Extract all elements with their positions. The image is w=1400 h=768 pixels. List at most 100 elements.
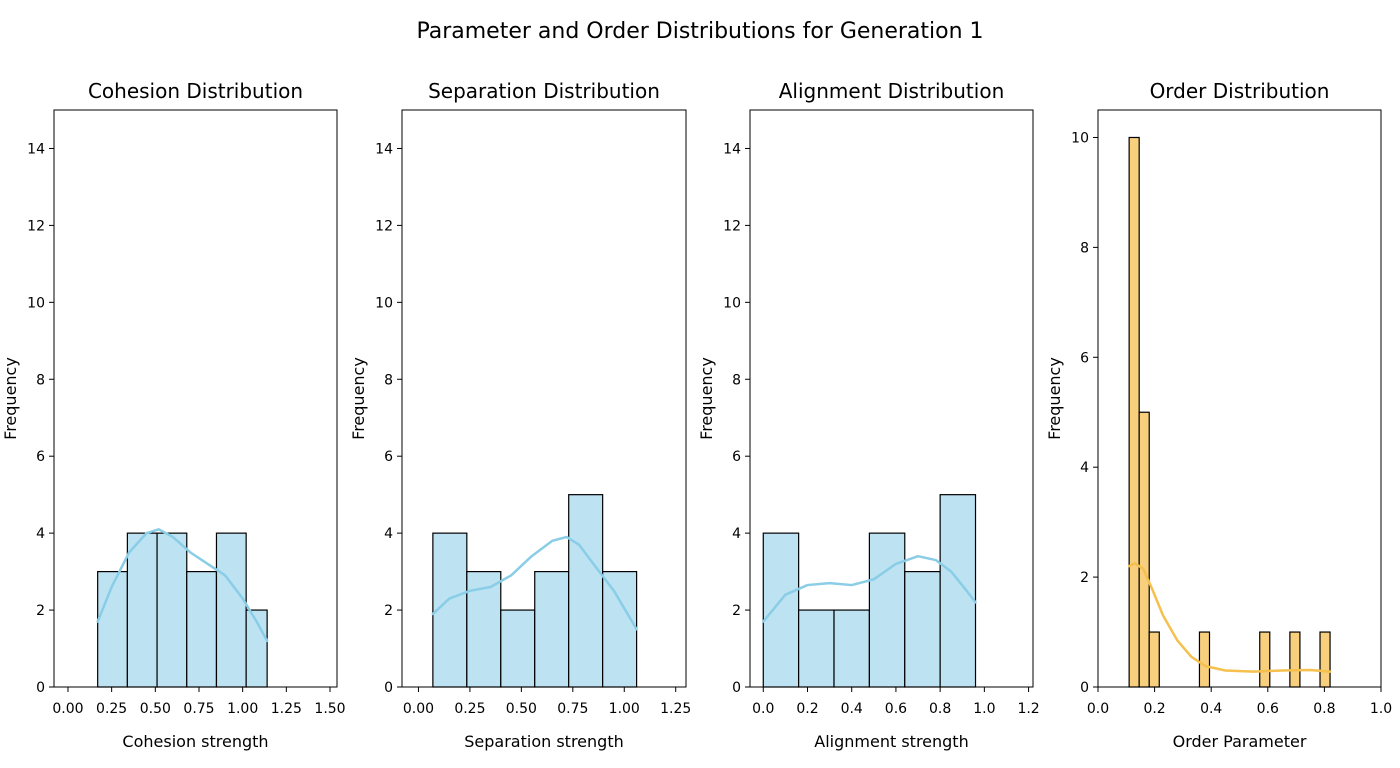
cohesion-histogram-bar — [126, 532, 158, 688]
alignment-y-tick-label: 8 — [732, 372, 741, 388]
cohesion-panel-title: Cohesion Distribution — [88, 79, 303, 103]
cohesion-x-tick-label: 1.50 — [314, 701, 345, 717]
cohesion-kde-line — [96, 528, 269, 643]
cohesion-histogram-bar — [186, 570, 218, 688]
cohesion-x-tick-label: 0.75 — [183, 701, 214, 717]
cohesion-y-tick-label: 12 — [27, 218, 45, 234]
alignment-axes-frame — [749, 109, 1034, 688]
separation-y-tick-label: 12 — [375, 218, 393, 234]
cohesion-x-axis-label: Cohesion strength — [122, 732, 268, 751]
order-kde-line — [1127, 562, 1332, 673]
alignment-y-tick-label: 6 — [732, 449, 741, 465]
figure-title: Parameter and Order Distributions for Ge… — [416, 19, 983, 44]
order-x-tick-label: 0.2 — [1143, 701, 1165, 717]
separation-y-tick-label: 10 — [375, 295, 393, 311]
separation-y-tick-label: 14 — [375, 141, 393, 157]
order-histogram-bar — [1138, 411, 1150, 688]
cohesion-y-tick-label: 2 — [36, 603, 45, 619]
order-y-tick-label: 4 — [1080, 460, 1089, 476]
alignment-histogram-bar — [762, 532, 800, 688]
alignment-y-tick-label: 4 — [732, 526, 741, 542]
cohesion-x-tick-label: 1.25 — [271, 701, 302, 717]
order-y-tick-label: 0 — [1080, 680, 1089, 696]
alignment-x-tick-label: 0.2 — [796, 701, 818, 717]
alignment-panel-title: Alignment Distribution — [779, 79, 1005, 103]
order-x-tick-label: 0.4 — [1200, 701, 1222, 717]
cohesion-y-tick-label: 8 — [36, 372, 45, 388]
alignment-x-tick-label: 0.6 — [885, 701, 907, 717]
cohesion-histogram-bar — [156, 532, 188, 688]
alignment-histogram-bar — [833, 609, 870, 688]
alignment-y-axis-label: Frequency — [697, 357, 716, 440]
alignment-histogram-bar — [904, 570, 941, 688]
alignment-kde-line — [762, 554, 977, 623]
alignment-histogram-bar — [798, 609, 835, 688]
separation-x-tick-label: 1.25 — [660, 701, 691, 717]
cohesion-axes-frame — [53, 109, 338, 688]
separation-y-tick-label: 4 — [384, 526, 393, 542]
separation-x-tick-label: 0.25 — [454, 701, 485, 717]
cohesion-histogram-bar — [215, 532, 247, 688]
separation-y-tick-label: 2 — [384, 603, 393, 619]
alignment-y-tick-label: 0 — [732, 680, 741, 696]
order-x-tick-label: 0.6 — [1257, 701, 1279, 717]
alignment-y-tick-label: 10 — [723, 295, 741, 311]
order-histogram-bar — [1198, 631, 1211, 688]
cohesion-panel: Cohesion Distribution Cohesion strength … — [1, 79, 346, 751]
alignment-panel: Alignment Distribution Alignment strengt… — [697, 79, 1040, 751]
order-x-axis-label: Order Parameter — [1173, 732, 1307, 751]
order-panel: Order Distribution Order Parameter Frequ… — [1045, 79, 1392, 751]
cohesion-y-axis-label: Frequency — [1, 357, 20, 440]
cohesion-y-tick-label: 0 — [36, 680, 45, 696]
separation-y-tick-label: 0 — [384, 680, 393, 696]
alignment-histogram-bar — [868, 532, 906, 688]
order-histogram-bar — [1319, 631, 1331, 688]
order-histogram-bar — [1128, 136, 1140, 688]
separation-x-tick-label: 1.00 — [609, 701, 640, 717]
separation-x-tick-label: 0.50 — [506, 701, 537, 717]
separation-x-tick-label: 0.75 — [557, 701, 588, 717]
alignment-y-tick-label: 12 — [723, 218, 741, 234]
alignment-x-tick-label: 0.0 — [752, 701, 774, 717]
order-x-tick-label: 1.0 — [1370, 701, 1392, 717]
order-histogram-bar — [1148, 631, 1160, 688]
cohesion-histogram-bar — [97, 570, 128, 688]
alignment-x-tick-label: 1.0 — [973, 701, 995, 717]
order-panel-title: Order Distribution — [1150, 79, 1330, 103]
cohesion-x-tick-label: 0.50 — [140, 701, 171, 717]
alignment-x-tick-label: 0.4 — [841, 701, 863, 717]
separation-x-axis-label: Separation strength — [464, 732, 623, 751]
order-y-axis-label: Frequency — [1045, 357, 1064, 440]
order-histogram-bar — [1259, 631, 1271, 688]
cohesion-x-tick-label: 0.00 — [52, 701, 83, 717]
alignment-y-tick-label: 2 — [732, 603, 741, 619]
order-y-tick-label: 8 — [1080, 240, 1089, 256]
alignment-x-axis-label: Alignment strength — [814, 732, 968, 751]
separation-histogram-bar — [568, 494, 604, 688]
separation-histogram-bar — [534, 570, 570, 688]
cohesion-x-tick-label: 1.00 — [227, 701, 258, 717]
separation-histogram-bar — [500, 609, 536, 688]
separation-panel-title: Separation Distribution — [428, 79, 660, 103]
order-histogram-bar — [1289, 631, 1301, 688]
cohesion-y-tick-label: 10 — [27, 295, 45, 311]
separation-axes-frame — [401, 109, 687, 688]
cohesion-y-tick-label: 4 — [36, 526, 45, 542]
separation-panel: Separation Distribution Separation stren… — [349, 79, 691, 751]
order-y-tick-label: 6 — [1080, 350, 1089, 366]
separation-y-tick-label: 8 — [384, 372, 393, 388]
alignment-y-tick-label: 14 — [723, 141, 741, 157]
order-x-tick-label: 0.8 — [1313, 701, 1335, 717]
order-axes-frame — [1097, 109, 1382, 688]
separation-kde-line — [431, 535, 638, 631]
cohesion-y-tick-label: 14 — [27, 141, 45, 157]
separation-x-tick-label: 0.00 — [403, 701, 434, 717]
alignment-x-tick-label: 0.8 — [929, 701, 951, 717]
separation-histogram-bar — [602, 570, 638, 688]
alignment-x-tick-label: 1.2 — [1017, 701, 1039, 717]
separation-y-tick-label: 6 — [384, 449, 393, 465]
order-y-tick-label: 10 — [1071, 130, 1089, 146]
order-y-tick-label: 2 — [1080, 570, 1089, 586]
cohesion-x-tick-label: 0.25 — [96, 701, 127, 717]
